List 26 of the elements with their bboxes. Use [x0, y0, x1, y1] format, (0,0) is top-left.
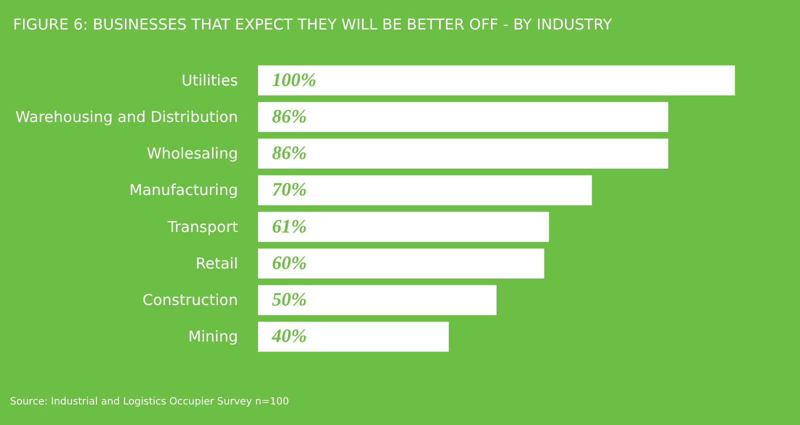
data-label: 100%	[272, 70, 316, 91]
data-label: 86%	[272, 143, 307, 164]
y-tick-label: Utilities	[182, 71, 238, 90]
data-label: 60%	[272, 252, 307, 274]
bar	[258, 285, 496, 316]
y-tick-label: Mining	[188, 328, 238, 346]
bar	[258, 102, 668, 132]
bar	[258, 248, 544, 278]
data-label: 50%	[272, 290, 307, 311]
bar	[258, 138, 668, 169]
bar	[258, 212, 549, 242]
data-label: 40%	[271, 326, 307, 348]
bar	[258, 322, 449, 352]
y-tick-label: Retail	[196, 254, 238, 272]
source-note: Source: Industrial and Logistics Occupier Survey n=100	[10, 396, 289, 408]
bar	[258, 65, 735, 96]
y-tick-label: Warehousing and Distribution	[15, 108, 238, 126]
chart-title: FIGURE 6: BUSINESSES THAT EXPECT THEY WILL BE BETTER OFF - BY INDUSTRY	[13, 16, 613, 34]
y-tick-label: Construction	[142, 291, 238, 310]
y-tick-label: Transport	[166, 218, 238, 236]
data-label: 61%	[272, 216, 307, 238]
bar	[258, 175, 592, 206]
data-label: 86%	[272, 106, 307, 128]
y-tick-label: Manufacturing	[129, 181, 238, 200]
data-label: 70%	[272, 180, 307, 201]
y-tick-label: Wholesaling	[146, 144, 238, 163]
